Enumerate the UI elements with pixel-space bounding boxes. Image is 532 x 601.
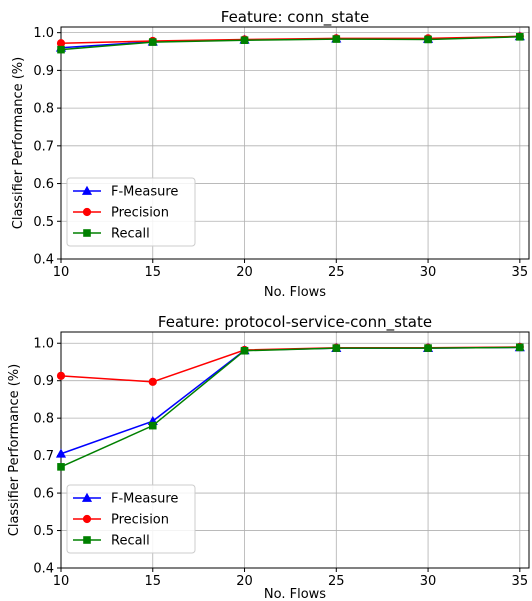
x-tick-label: 25 xyxy=(328,574,345,589)
x-axis-label: No. Flows xyxy=(264,285,326,300)
y-tick-label: 0.9 xyxy=(33,374,54,389)
x-tick-label: 15 xyxy=(144,265,161,280)
x-tick-label: 15 xyxy=(144,574,161,589)
legend-marker-precision xyxy=(82,207,92,217)
y-tick-label: 0.9 xyxy=(33,64,54,79)
legend-box xyxy=(66,484,196,554)
series-line-precision xyxy=(60,346,520,383)
data-point-f-measure xyxy=(55,448,67,458)
series-line-precision xyxy=(60,35,520,44)
legend-label-f-measure: F-Measure xyxy=(111,492,178,507)
chart-title: Feature: conn_state xyxy=(221,8,369,27)
y-tick-label: 0.6 xyxy=(33,177,54,192)
legend: F-Measure Precision Recall xyxy=(66,177,196,247)
y-tick-label: 0.6 xyxy=(33,487,54,502)
y-tick-label: 0.8 xyxy=(33,102,54,117)
x-tick-label: 20 xyxy=(236,265,253,280)
data-point-recall xyxy=(148,38,157,46)
legend-marker-f-measure xyxy=(81,185,93,195)
x-tick-label: 10 xyxy=(53,574,70,589)
y-tick-label: 0.8 xyxy=(33,412,54,427)
legend-label-precision: Precision xyxy=(111,206,169,221)
x-tick-label: 10 xyxy=(53,265,70,280)
legend-box xyxy=(66,177,196,247)
legend-marker-recall xyxy=(83,229,91,237)
data-point-recall xyxy=(57,463,65,471)
data-point-recall xyxy=(57,45,65,54)
legend-marker-precision xyxy=(82,514,92,524)
data-point-recall xyxy=(332,35,341,43)
x-tick-label: 25 xyxy=(328,265,345,280)
y-axis-label: Classifier Performance (%) xyxy=(11,57,26,230)
data-point-recall xyxy=(424,344,432,352)
legend-marker-f-measure xyxy=(81,492,93,502)
data-point-recall xyxy=(240,346,249,355)
legend-label-precision: Precision xyxy=(111,513,169,528)
x-tick-label: 35 xyxy=(512,574,529,589)
legend-label-recall: Recall xyxy=(111,227,150,242)
data-point-precision xyxy=(148,377,157,386)
y-tick-label: 0.5 xyxy=(33,524,54,539)
x-tick-label: 35 xyxy=(512,265,529,280)
chart-panel-1: 10 15 20 25 30 35 0.4 0.5 0.6 0.7 0.8 0.9 1.0 Feature… xyxy=(11,8,530,300)
data-point-recall xyxy=(332,344,341,352)
legend: F-Measure Precision Recall xyxy=(66,484,196,554)
x-axis-label: No. Flows xyxy=(264,587,326,601)
x-tick-label: 20 xyxy=(236,574,253,589)
x-tick-label: 30 xyxy=(420,574,437,589)
data-point-recall xyxy=(516,343,524,352)
y-tick-label: 0.4 xyxy=(33,253,54,268)
data-point-recall xyxy=(424,35,432,44)
data-point-recall xyxy=(148,421,157,430)
y-tick-label: 0.7 xyxy=(33,449,54,464)
y-tick-label: 1.0 xyxy=(33,26,54,41)
legend-marker-recall xyxy=(83,536,91,544)
data-point-precision xyxy=(56,371,66,380)
series-line-f-measure xyxy=(60,346,520,455)
y-tick-label: 1.0 xyxy=(33,337,54,352)
legend-label-recall: Recall xyxy=(111,534,150,549)
data-point-recall xyxy=(516,33,524,41)
chart-title: Feature: protocol-service-conn_state xyxy=(158,313,432,332)
y-axis-label: Classifier Performance (%) xyxy=(7,364,22,537)
series-line-recall xyxy=(60,36,520,51)
chart-panel-2: 10 15 20 25 30 35 0.4 0.5 0.6 0.7 0.8 0.9 1.0 Feature… xyxy=(7,313,530,601)
y-tick-label: 0.7 xyxy=(33,139,54,154)
plot-frame xyxy=(60,26,530,260)
data-point-precision xyxy=(56,39,66,48)
series-line-recall xyxy=(60,346,520,468)
legend-label-f-measure: F-Measure xyxy=(111,185,178,200)
y-tick-label: 0.5 xyxy=(33,215,54,230)
x-tick-label: 30 xyxy=(420,265,437,280)
y-tick-label: 0.4 xyxy=(33,562,54,577)
data-point-recall xyxy=(240,36,249,45)
